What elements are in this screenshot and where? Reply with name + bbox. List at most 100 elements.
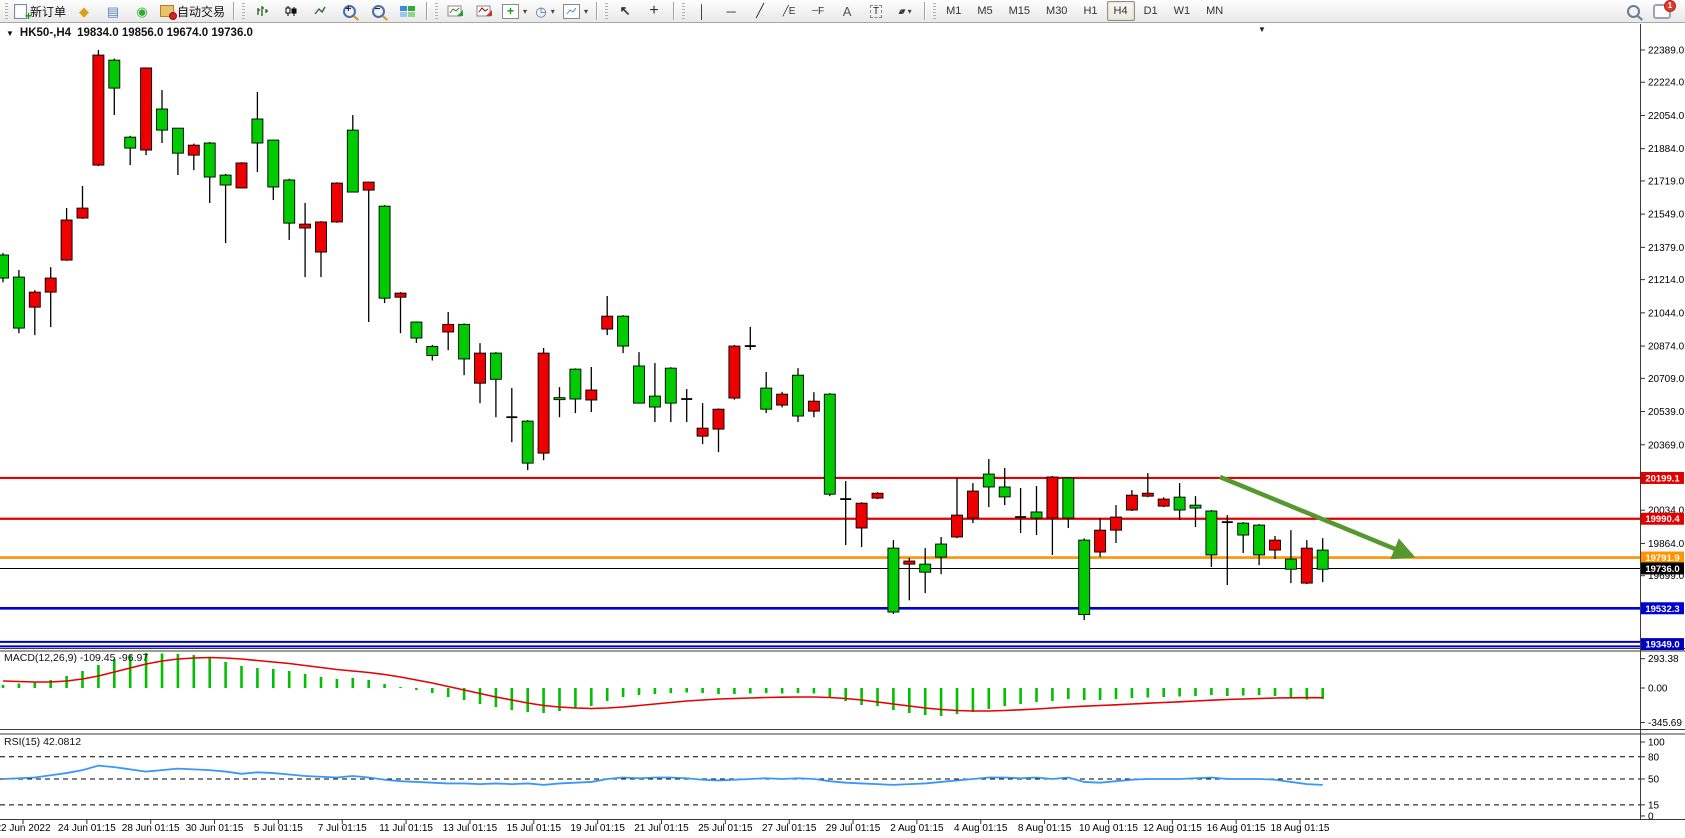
axis-label: 13 Jul 01:15 xyxy=(443,823,498,834)
candle-body xyxy=(140,67,153,151)
axis-label: 21549.0 xyxy=(1648,210,1685,221)
toolbar-grip[interactable] xyxy=(5,3,8,19)
bar-chart-button[interactable] xyxy=(248,0,276,22)
candle-body xyxy=(887,547,900,613)
zoom-out-button[interactable]: − xyxy=(364,0,392,22)
indicators-button[interactable]: + ▾ xyxy=(499,0,530,22)
horizontal-line-button[interactable]: ─ xyxy=(717,0,745,22)
separator xyxy=(673,2,676,20)
axis-label: 19736.0 xyxy=(1645,564,1679,575)
timeframe-M30[interactable]: M30 xyxy=(1046,5,1068,17)
timeframe-MN[interactable]: MN xyxy=(1206,5,1224,17)
tile-windows-button[interactable] xyxy=(393,0,421,22)
arrows-button[interactable]: ▴▾ ▾ xyxy=(891,0,919,22)
timeframe-M15[interactable]: M15 xyxy=(1008,5,1031,17)
channel-icon: ╱E xyxy=(782,5,796,17)
axis-label: 19699.0 xyxy=(1648,571,1685,582)
text-button[interactable]: A xyxy=(833,0,861,22)
price-badge xyxy=(1641,471,1684,484)
candle-body xyxy=(1046,476,1059,519)
fibonacci-icon: ┄F xyxy=(811,5,825,17)
auto-scroll-icon xyxy=(447,5,463,17)
timeframe-H1[interactable]: H1 xyxy=(1083,5,1098,17)
axis-label: 27 Jul 01:15 xyxy=(762,823,817,834)
market-watch-button[interactable]: ◆ xyxy=(70,0,98,22)
timeframe-W1[interactable]: W1 xyxy=(1173,5,1191,17)
toolbar-grip[interactable] xyxy=(933,3,937,19)
trend-arrow-object[interactable] xyxy=(1219,474,1416,560)
candle-body xyxy=(792,374,804,417)
candle-body xyxy=(760,387,773,410)
signals-button[interactable]: ◉ xyxy=(128,0,156,22)
axis-label: 20034.0 xyxy=(1648,506,1685,517)
zoom-in-button[interactable]: + xyxy=(335,0,363,22)
candle-body xyxy=(903,560,916,565)
axis-label: 25 Jul 01:15 xyxy=(698,823,753,834)
axis-label: 22 Jun 2022 xyxy=(0,823,51,834)
candle-body xyxy=(712,408,725,430)
text-label-button[interactable]: T xyxy=(862,0,890,22)
auto-trading-button[interactable]: 自动交易 xyxy=(157,0,228,22)
toolbar-grip[interactable] xyxy=(605,3,609,19)
new-order-button[interactable]: + 新订单 xyxy=(11,0,69,23)
axis-label: 10 Aug 01:15 xyxy=(1079,823,1138,834)
axis-label: 24 Jun 01:15 xyxy=(58,823,116,834)
toolbar-grip[interactable] xyxy=(435,3,439,19)
candle-body xyxy=(108,59,121,89)
candle-body xyxy=(171,127,184,154)
candle-body xyxy=(1030,511,1043,519)
fibonacci-button[interactable]: ┄F xyxy=(804,0,832,22)
candlestick-chart-button[interactable] xyxy=(277,0,305,22)
channel-button[interactable]: ╱E xyxy=(775,0,803,22)
axis-label: 20874.0 xyxy=(1648,342,1685,353)
axis-label: 21884.0 xyxy=(1648,144,1685,155)
price-badge xyxy=(1641,512,1684,525)
axis-label: 19532.3 xyxy=(1645,604,1679,615)
timeframe-group: M1 M5 M15 M30 H1 H4 D1 W1 MN xyxy=(939,1,1230,21)
rsi-indicator-label: RSI(15) 42.0812 xyxy=(4,736,82,748)
chart-shift-marker-icon[interactable]: ▼ xyxy=(1258,25,1266,34)
axis-label: 80 xyxy=(1648,752,1660,763)
candle-body xyxy=(1141,492,1154,497)
templates-button[interactable]: ▾ xyxy=(560,0,591,22)
candle-body xyxy=(617,315,630,347)
axis-label: 11 Jul 01:15 xyxy=(379,823,433,834)
candle-body xyxy=(601,315,614,330)
cursor-button[interactable]: ↖ xyxy=(611,0,639,22)
axis-label: 100 xyxy=(1648,737,1665,748)
notifications-button[interactable]: 1 xyxy=(1648,0,1676,22)
cursor-icon: ↖ xyxy=(619,3,631,18)
horizontal-line-icon: ─ xyxy=(726,3,736,19)
axis-label: 28 Jun 01:15 xyxy=(122,823,180,834)
timeframe-M1[interactable]: M1 xyxy=(946,5,962,17)
candlestick-chart-icon xyxy=(285,6,297,16)
axis-label: 15 xyxy=(1648,800,1660,811)
text-label-icon: T xyxy=(870,4,883,18)
candle-body xyxy=(1269,539,1281,551)
template-chart-icon xyxy=(566,7,577,14)
line-chart-button[interactable] xyxy=(306,0,334,22)
toolbar-grip[interactable] xyxy=(682,3,686,19)
search-button[interactable] xyxy=(1619,0,1647,22)
text-icon: A xyxy=(842,3,852,19)
timeframe-D1[interactable]: D1 xyxy=(1143,5,1158,17)
candle-body xyxy=(776,393,789,406)
axis-label: 12 Aug 01:15 xyxy=(1143,823,1202,834)
timeframe-H4[interactable]: H4 xyxy=(1106,1,1135,21)
crosshair-button[interactable]: + xyxy=(640,0,668,22)
candle-body xyxy=(1253,524,1266,556)
candle-body xyxy=(458,323,471,360)
data-window-button[interactable]: ▤ xyxy=(99,0,127,22)
chart-shift-button[interactable] xyxy=(470,0,498,22)
periods-button[interactable]: ◷ ▾ xyxy=(531,0,559,22)
toolbar-grip[interactable] xyxy=(242,3,246,19)
rsi-line xyxy=(2,764,1323,786)
collapse-triangle-icon[interactable]: ▼ xyxy=(6,28,14,38)
timeframe-M5[interactable]: M5 xyxy=(977,5,993,17)
candle-body xyxy=(1125,494,1138,511)
new-order-label: 新订单 xyxy=(30,4,67,19)
trendline-button[interactable]: ╱ xyxy=(746,0,774,22)
auto-scroll-button[interactable] xyxy=(441,0,469,22)
vertical-line-button[interactable]: │ xyxy=(688,0,716,22)
